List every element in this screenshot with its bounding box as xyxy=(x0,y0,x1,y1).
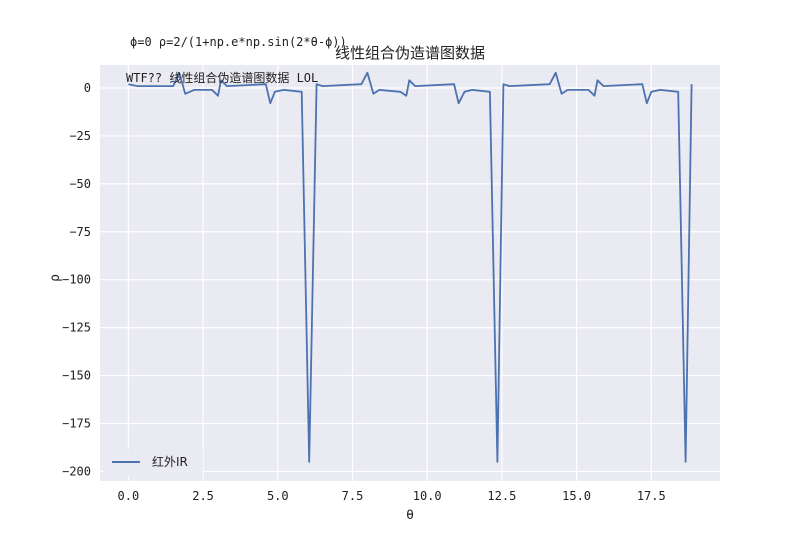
x-tick-label: 0.0 xyxy=(118,489,140,503)
x-tick-label: 12.5 xyxy=(487,489,516,503)
plot-area-background xyxy=(100,65,720,481)
y-tick-label: −150 xyxy=(62,369,91,383)
y-tick-label: −100 xyxy=(62,273,91,287)
chart-title: 线性组合伪造谱图数据 xyxy=(335,44,485,62)
formula-note: ϕ=0 ρ=2/(1+np.e*np.sin(2*θ-ϕ)) xyxy=(130,35,347,49)
x-tick-label: 17.5 xyxy=(637,489,666,503)
x-tick-label: 10.0 xyxy=(413,489,442,503)
x-tick-label: 15.0 xyxy=(562,489,591,503)
inner-annotation: WTF?? 线性组合伪造谱图数据 LOL xyxy=(126,70,318,85)
series-line xyxy=(128,71,693,463)
y-tick-label: −50 xyxy=(69,177,91,191)
y-axis-label: ρ xyxy=(48,274,63,282)
legend-label: 红外IR xyxy=(152,454,188,469)
y-tick-label: −75 xyxy=(69,225,91,239)
x-tick-label: 2.5 xyxy=(192,489,214,503)
y-tick-label: −25 xyxy=(69,129,91,143)
legend-box xyxy=(103,447,203,477)
y-tick-label: −175 xyxy=(62,416,91,430)
y-tick-label: 0 xyxy=(84,81,91,95)
y-tick-label: −200 xyxy=(62,464,91,478)
y-tick-labels: 0 −25 −50 −75 −100 −125 −150 −175 −200 xyxy=(62,81,91,478)
x-tick-label: 7.5 xyxy=(342,489,364,503)
y-tick-label: −125 xyxy=(62,321,91,335)
x-tick-label: 5.0 xyxy=(267,489,289,503)
legend: 红外IR xyxy=(103,447,203,477)
x-axis-label: θ xyxy=(406,508,414,523)
x-tick-labels: 0.0 2.5 5.0 7.5 10.0 12.5 15.0 17.5 xyxy=(118,489,666,503)
series-layer xyxy=(128,71,693,463)
